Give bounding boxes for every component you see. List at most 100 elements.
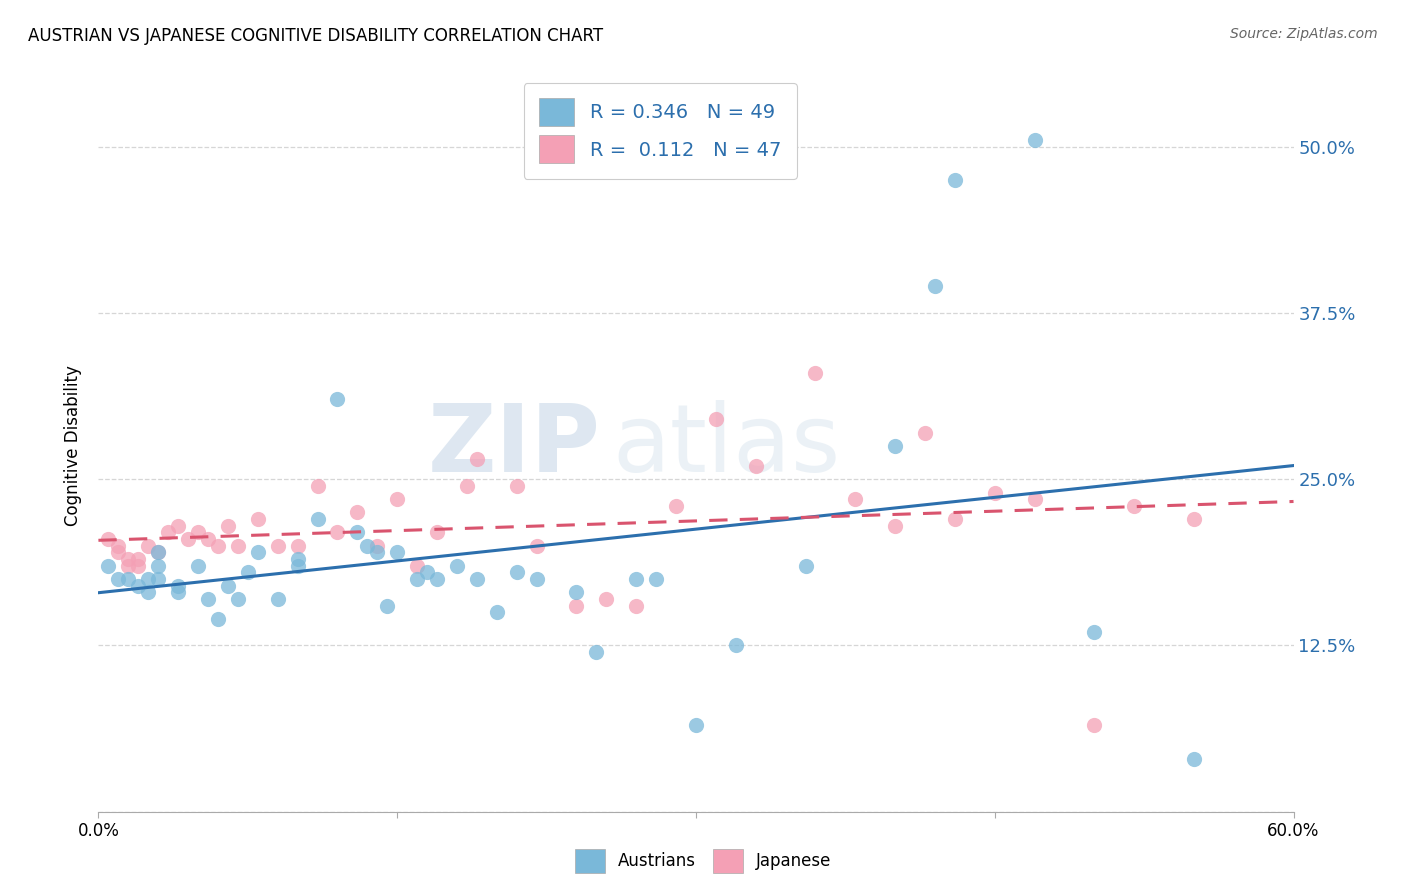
Point bbox=[704, 412, 727, 426]
Point bbox=[794, 558, 817, 573]
Point bbox=[217, 518, 239, 533]
Point bbox=[366, 545, 388, 559]
Point bbox=[366, 539, 388, 553]
Point bbox=[1182, 512, 1205, 526]
Point bbox=[197, 532, 219, 546]
Point bbox=[924, 279, 946, 293]
Text: AUSTRIAN VS JAPANESE COGNITIVE DISABILITY CORRELATION CHART: AUSTRIAN VS JAPANESE COGNITIVE DISABILIT… bbox=[28, 27, 603, 45]
Point bbox=[246, 545, 269, 559]
Point bbox=[526, 539, 548, 553]
Point bbox=[136, 572, 159, 586]
Point bbox=[197, 591, 219, 606]
Point bbox=[136, 539, 159, 553]
Point bbox=[884, 439, 907, 453]
Point bbox=[187, 525, 209, 540]
Point bbox=[226, 591, 249, 606]
Point bbox=[626, 572, 648, 586]
Point bbox=[148, 558, 170, 573]
Point bbox=[1083, 625, 1105, 640]
Legend: Austrians, Japanese: Austrians, Japanese bbox=[568, 842, 838, 880]
Point bbox=[117, 572, 139, 586]
Point bbox=[236, 566, 259, 580]
Point bbox=[287, 539, 309, 553]
Point bbox=[526, 572, 548, 586]
Point bbox=[914, 425, 936, 440]
Point bbox=[943, 173, 966, 187]
Point bbox=[1024, 133, 1046, 147]
Point bbox=[585, 645, 607, 659]
Point bbox=[1024, 492, 1046, 507]
Point bbox=[148, 545, 170, 559]
Point bbox=[565, 599, 588, 613]
Point bbox=[943, 512, 966, 526]
Point bbox=[984, 485, 1007, 500]
Point bbox=[645, 572, 668, 586]
Point bbox=[157, 525, 180, 540]
Point bbox=[844, 492, 866, 507]
Point bbox=[287, 558, 309, 573]
Point bbox=[565, 585, 588, 599]
Point bbox=[685, 718, 707, 732]
Legend: R = 0.346   N = 49, R =  0.112   N = 47: R = 0.346 N = 49, R = 0.112 N = 47 bbox=[523, 83, 797, 178]
Point bbox=[127, 552, 149, 566]
Point bbox=[465, 572, 488, 586]
Point bbox=[307, 512, 329, 526]
Point bbox=[406, 558, 429, 573]
Point bbox=[267, 591, 290, 606]
Point bbox=[187, 558, 209, 573]
Point bbox=[307, 479, 329, 493]
Point bbox=[167, 579, 190, 593]
Point bbox=[426, 525, 449, 540]
Point bbox=[745, 458, 768, 473]
Point bbox=[127, 558, 149, 573]
Y-axis label: Cognitive Disability: Cognitive Disability bbox=[65, 366, 83, 526]
Point bbox=[148, 545, 170, 559]
Point bbox=[465, 452, 488, 467]
Point bbox=[1123, 499, 1146, 513]
Point bbox=[506, 479, 529, 493]
Point bbox=[167, 518, 190, 533]
Point bbox=[326, 525, 349, 540]
Point bbox=[446, 558, 468, 573]
Point bbox=[177, 532, 200, 546]
Point bbox=[665, 499, 688, 513]
Point bbox=[287, 552, 309, 566]
Point bbox=[107, 572, 129, 586]
Point bbox=[326, 392, 349, 407]
Point bbox=[97, 558, 120, 573]
Point bbox=[127, 579, 149, 593]
Point bbox=[226, 539, 249, 553]
Point bbox=[346, 525, 368, 540]
Point bbox=[246, 512, 269, 526]
Point bbox=[456, 479, 478, 493]
Text: atlas: atlas bbox=[613, 400, 841, 492]
Point bbox=[207, 612, 229, 626]
Text: ZIP: ZIP bbox=[427, 400, 600, 492]
Point bbox=[1083, 718, 1105, 732]
Point bbox=[346, 506, 368, 520]
Point bbox=[804, 366, 827, 380]
Point bbox=[356, 539, 378, 553]
Point bbox=[385, 545, 409, 559]
Point bbox=[136, 585, 159, 599]
Point bbox=[626, 599, 648, 613]
Text: Source: ZipAtlas.com: Source: ZipAtlas.com bbox=[1230, 27, 1378, 41]
Point bbox=[595, 591, 617, 606]
Point bbox=[117, 552, 139, 566]
Point bbox=[97, 532, 120, 546]
Point bbox=[148, 572, 170, 586]
Point bbox=[406, 572, 429, 586]
Point bbox=[107, 539, 129, 553]
Point bbox=[375, 599, 398, 613]
Point bbox=[117, 558, 139, 573]
Point bbox=[724, 639, 747, 653]
Point bbox=[426, 572, 449, 586]
Point bbox=[217, 579, 239, 593]
Point bbox=[207, 539, 229, 553]
Point bbox=[267, 539, 290, 553]
Point bbox=[167, 585, 190, 599]
Point bbox=[385, 492, 409, 507]
Point bbox=[506, 566, 529, 580]
Point bbox=[884, 518, 907, 533]
Point bbox=[1182, 751, 1205, 765]
